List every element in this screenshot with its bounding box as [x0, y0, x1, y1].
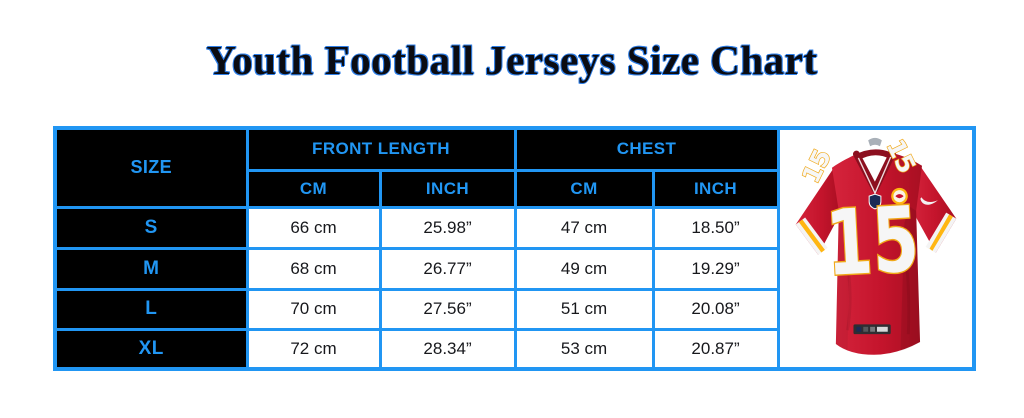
size-chart-table: SIZE FRONT LENGTH CHEST — [53, 126, 977, 371]
table-row-s: S 66 cm 25.98” 47 cm 18.50” — [53, 205, 974, 250]
fabric-fold — [902, 243, 911, 334]
collar-back — [854, 148, 895, 161]
front-length-cm-value: 68 cm — [245, 246, 382, 291]
table-row-m: M 68 cm 26.77” 49 cm 19.29” — [53, 246, 974, 291]
size-label-l: L — [53, 287, 249, 331]
column-header-size: SIZE — [53, 126, 249, 209]
table-row-xl: XL 72 cm 28.34” 53 cm 20.87” — [53, 327, 974, 371]
side-panel-shade-left — [835, 210, 850, 350]
column-header-chest: CHEST — [513, 126, 780, 172]
size-label-xl: XL — [53, 327, 249, 371]
front-length-inch-value: 28.34” — [378, 327, 517, 371]
swoosh-icon — [920, 196, 938, 205]
jock-tag — [853, 323, 891, 334]
side-panel-shade — [900, 206, 920, 351]
chest-cm-value: 49 cm — [513, 246, 655, 291]
front-length-cm-value: 72 cm — [245, 327, 382, 371]
front-length-cm-value: 66 cm — [245, 205, 382, 250]
chest-inch-value: 20.08” — [651, 287, 780, 331]
table-row-l: L 70 cm 27.56” 51 cm 20.08” — [53, 287, 974, 331]
nfl-shield-logo — [868, 193, 882, 209]
jersey-number-chest: 15 — [823, 186, 921, 296]
page-title: Youth Football Jerseys Size Chart — [206, 37, 818, 83]
column-header-front-cm: CM — [245, 168, 382, 209]
front-length-inch-value: 27.56” — [378, 287, 517, 331]
jersey-image: 15 15 15 — [781, 131, 971, 366]
size-label-s: S — [53, 205, 249, 250]
hanger-loop — [867, 137, 882, 146]
column-header-chest-cm: CM — [513, 168, 655, 209]
chest-cm-value: 47 cm — [513, 205, 655, 250]
front-length-cm-value: 70 cm — [245, 287, 382, 331]
football-jersey-illustration: 15 15 15 — [795, 136, 957, 355]
chest-inch-value: 19.29” — [651, 246, 780, 291]
fabric-fold — [843, 253, 852, 330]
chest-cm-value: 53 cm — [513, 327, 655, 371]
jersey-image-cell: 15 15 15 — [776, 126, 976, 371]
front-length-inch-value: 26.77” — [378, 246, 517, 291]
right-cuff-stripe-gold — [929, 213, 953, 251]
chest-inch-value: 20.87” — [651, 327, 780, 371]
column-header-front-length: FRONT LENGTH — [245, 126, 517, 172]
size-label-m: M — [53, 246, 249, 291]
chest-cm-value: 51 cm — [513, 287, 655, 331]
collar-trim-line — [857, 156, 892, 195]
front-length-inch-value: 25.98” — [378, 205, 517, 250]
column-header-chest-inch: INCH — [651, 168, 780, 209]
chest-inch-value: 18.50” — [651, 205, 780, 250]
left-cuff-stripe-gold — [798, 219, 825, 253]
column-header-front-inch: INCH — [378, 168, 517, 209]
size-chart-wrapper: SIZE FRONT LENGTH CHEST — [53, 126, 977, 371]
team-patch-logo — [890, 187, 908, 204]
